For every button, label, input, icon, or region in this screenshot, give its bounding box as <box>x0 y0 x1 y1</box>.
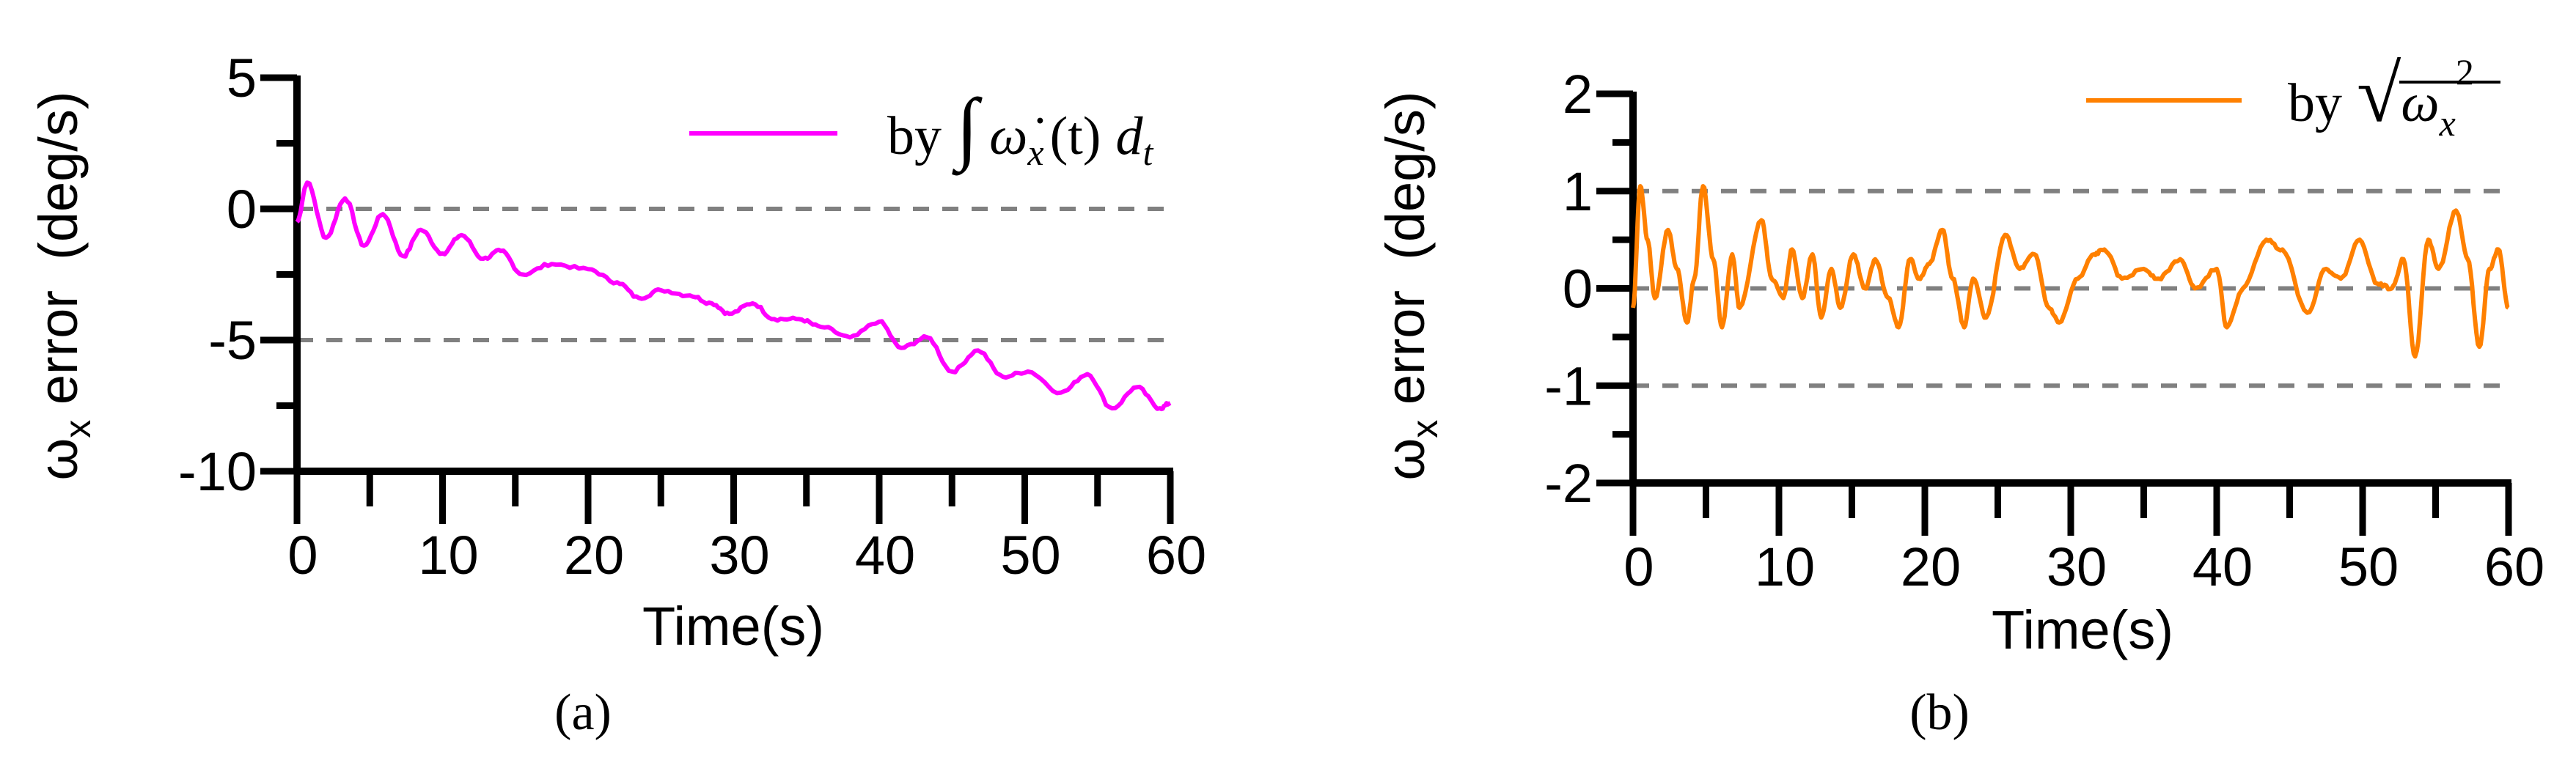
y-tick-label: 0 <box>1563 259 1593 320</box>
x-tick-label: 60 <box>2484 536 2544 597</box>
x-tick-label: 50 <box>2338 536 2399 597</box>
y-tick-label: -2 <box>1544 453 1593 514</box>
y-tick-label: 2 <box>1563 64 1593 125</box>
x-tick-label: 30 <box>709 525 769 586</box>
x-tick-label: 50 <box>1000 525 1060 586</box>
y-tick-label: -10 <box>178 441 257 502</box>
x-axis-label-a: Time(s) <box>642 596 824 657</box>
data-series-line <box>1631 184 2510 359</box>
x-tick-label: 60 <box>1146 525 1206 586</box>
y-tick-label: -1 <box>1544 355 1593 416</box>
legend-label-a: by ∫ ω̇x (t) dt <box>887 82 1153 176</box>
x-tick-label: 10 <box>1755 536 1815 597</box>
chart-a: ωx error (deg/s) Time(s) (a) by ∫ ω̇x (t) dt… <box>28 48 1206 741</box>
x-tick-label: 0 <box>1623 536 1654 597</box>
y-tick-label: 5 <box>227 48 257 108</box>
data-series-line <box>295 180 1172 412</box>
chart-b: ωx error (deg/s) Time(s) (b) by √ωx2 210-… <box>1375 49 2544 741</box>
panel-label-b: (b) <box>1909 685 1970 741</box>
legend-label-b: by √ωx2 <box>2288 49 2474 144</box>
y-tick-label: 0 <box>227 179 257 240</box>
x-tick-label: 30 <box>2047 536 2107 597</box>
y-axis-label-b: ωx error (deg/s) <box>1375 91 1445 480</box>
y-axis-label-a: ωx error (deg/s) <box>28 91 98 480</box>
x-tick-label: 20 <box>1901 536 1961 597</box>
x-tick-label: 10 <box>418 525 478 586</box>
x-tick-label: 0 <box>287 525 318 586</box>
x-axis-label-b: Time(s) <box>1992 599 2173 660</box>
x-tick-label: 40 <box>2192 536 2253 597</box>
x-tick-label: 40 <box>855 525 915 586</box>
y-tick-label: 1 <box>1563 161 1593 222</box>
x-tick-label: 20 <box>564 525 624 586</box>
y-tick-label: -5 <box>208 310 257 371</box>
panel-label-a: (a) <box>554 685 612 741</box>
